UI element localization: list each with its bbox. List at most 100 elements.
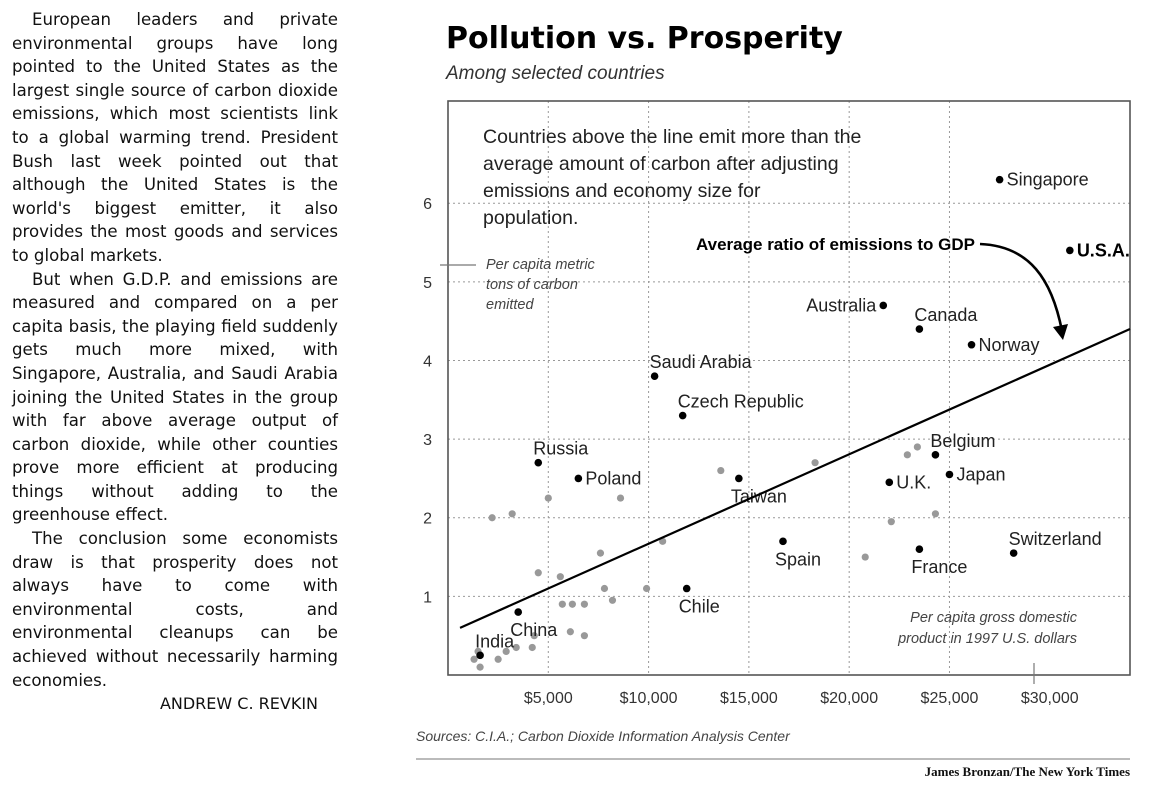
article-paragraph: But when G.D.P. and emissions are measur… xyxy=(12,269,338,525)
chart-subtitle: Among selected countries xyxy=(445,63,665,84)
trendline-arrow xyxy=(979,242,1064,332)
point-label: Poland xyxy=(585,468,641,488)
y-axis-label-line: tons of carbon xyxy=(486,277,578,293)
trendline-group xyxy=(459,328,1131,629)
point-label: Singapore xyxy=(1007,170,1089,190)
annotation-line: population. xyxy=(483,207,578,229)
article-text: European leaders and private environment… xyxy=(12,8,338,716)
y-tick-label: 1 xyxy=(423,589,432,606)
data-point-unlabeled xyxy=(494,655,502,663)
data-point-unlabeled xyxy=(476,663,484,671)
data-point-unlabeled xyxy=(558,600,566,608)
point-label: U.K. xyxy=(896,472,931,492)
data-point xyxy=(967,340,976,349)
x-tick-label: $5,000 xyxy=(524,690,573,707)
y-tick-label: 3 xyxy=(423,432,432,449)
data-point-unlabeled xyxy=(544,494,552,502)
data-point-unlabeled xyxy=(596,549,605,557)
data-point-unlabeled xyxy=(580,600,589,608)
sources-note: Sources: C.I.A.; Carbon Dioxide Informat… xyxy=(416,728,791,744)
data-point xyxy=(682,584,691,593)
data-point-unlabeled xyxy=(903,451,911,459)
data-point xyxy=(931,451,940,459)
data-point-unlabeled xyxy=(811,459,819,467)
data-point xyxy=(915,545,924,553)
data-point xyxy=(1066,246,1074,255)
point-label: Russia xyxy=(533,439,589,459)
data-point-unlabeled xyxy=(566,628,574,636)
x-tick-label: $15,000 xyxy=(720,690,778,707)
data-point-unlabeled xyxy=(568,600,576,608)
data-point xyxy=(1009,549,1018,557)
axis-ticks: $5,000 $10,000 $15,000 $20,000 $25,000 $30,00… xyxy=(423,196,1079,707)
point-label: Australia xyxy=(806,295,877,315)
annotation-line: Countries above the line emit more than … xyxy=(483,126,861,148)
data-point xyxy=(534,458,543,467)
data-point-unlabeled xyxy=(508,510,516,518)
plot-frame xyxy=(447,100,1131,676)
data-point xyxy=(735,474,743,483)
data-point-unlabeled xyxy=(528,643,536,652)
data-point xyxy=(879,301,888,310)
data-point-unlabeled xyxy=(470,655,478,663)
point-label: France xyxy=(911,557,967,577)
point-label: Chile xyxy=(679,597,720,617)
y-tick-label: 2 xyxy=(423,511,432,528)
data-point-unlabeled xyxy=(717,466,725,475)
data-point xyxy=(574,474,583,483)
data-point-unlabeled xyxy=(556,573,564,581)
data-point xyxy=(514,608,523,616)
data-point-unlabeled xyxy=(580,632,589,640)
trendline xyxy=(459,328,1131,629)
data-point-unlabeled xyxy=(534,569,542,577)
point-label: Saudi Arabia xyxy=(650,352,753,372)
arrowhead-icon xyxy=(1053,324,1068,340)
data-point xyxy=(779,537,787,546)
data-point-unlabeled xyxy=(931,510,940,518)
data-point xyxy=(885,478,894,487)
byline: ANDREW C. REVKIN xyxy=(159,694,318,714)
data-point xyxy=(678,411,687,420)
data-point-unlabeled xyxy=(488,514,496,522)
data-point-unlabeled xyxy=(600,584,609,593)
y-axis-label-line: Per capita metric xyxy=(486,257,596,273)
data-point xyxy=(945,470,954,479)
data-point-unlabeled xyxy=(530,632,538,640)
data-point xyxy=(650,372,659,381)
data-point-unlabeled xyxy=(608,596,617,604)
chart-title: Pollution vs. Prosperity xyxy=(446,21,843,56)
data-point xyxy=(995,175,1004,184)
point-label: Japan xyxy=(956,464,1005,484)
data-point xyxy=(476,651,484,660)
x-tick-label: $25,000 xyxy=(921,690,979,707)
point-label: Czech Republic xyxy=(678,392,804,412)
x-tick-label: $20,000 xyxy=(820,690,878,707)
data-point-unlabeled xyxy=(861,553,869,561)
x-tick-label: $30,000 xyxy=(1021,690,1079,707)
y-axis-label-line: emitted xyxy=(486,297,534,313)
data-point-unlabeled xyxy=(659,537,667,545)
point-label: Taiwan xyxy=(731,486,787,506)
point-label: Canada xyxy=(914,305,978,325)
annotation-line: average amount of carbon after adjusting xyxy=(483,153,839,175)
data-point-unlabeled xyxy=(512,643,520,652)
annotation-line: emissions and economy size for xyxy=(483,180,761,202)
point-label: Norway xyxy=(979,335,1040,355)
point-label: China xyxy=(510,620,558,640)
data-point-unlabeled xyxy=(642,584,651,593)
point-label: Spain xyxy=(775,549,821,569)
x-axis-label-line: product in 1997 U.S. dollars xyxy=(897,631,1077,647)
data-point-unlabeled xyxy=(913,443,921,451)
y-tick-label: 4 xyxy=(423,353,432,370)
x-tick-label: $10,000 xyxy=(620,690,678,707)
trendline-label: Average ratio of emissions to GDP xyxy=(696,235,975,254)
y-tick-label: 5 xyxy=(423,275,432,292)
point-label: India xyxy=(475,631,515,651)
grid xyxy=(448,101,1130,675)
photo-credit: James Bronzan/The New York Times xyxy=(925,764,1130,779)
data-point-unlabeled xyxy=(616,494,625,502)
point-label: Belgium xyxy=(930,431,995,451)
point-label: Switzerland xyxy=(1009,529,1102,549)
data-point xyxy=(915,325,924,333)
